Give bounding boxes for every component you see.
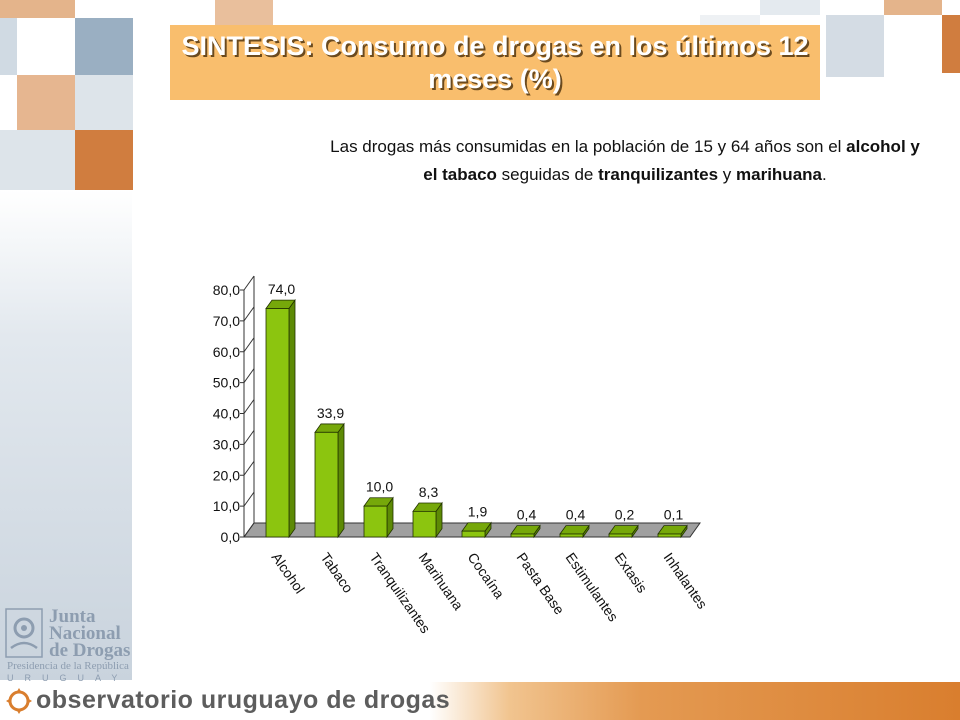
- bar: [559, 533, 584, 538]
- logo-line: de Drogas: [49, 640, 131, 661]
- title-banner: SINTESIS: Consumo de drogas en los últim…: [170, 25, 820, 100]
- y-tick-depth: [243, 522, 255, 538]
- bar: [314, 431, 339, 538]
- bar-value-label: 10,0: [366, 479, 393, 495]
- y-tick-label: 70,0: [213, 313, 240, 329]
- x-category-label: Pasta Base: [514, 550, 568, 618]
- decor-square: [884, 0, 942, 15]
- junta-logo: Junta Nacional de Drogas Presidencia de …: [5, 606, 145, 683]
- y-tick-depth: [243, 399, 255, 414]
- bar-value-label: 0,1: [664, 507, 684, 523]
- y-tick-label: 60,0: [213, 344, 240, 360]
- y-tick-depth: [243, 460, 255, 476]
- intro-text: .: [822, 165, 827, 184]
- logo-line: Nacional: [49, 623, 121, 644]
- bar: [265, 308, 290, 538]
- decor-square: [0, 18, 17, 75]
- decor-square: [75, 0, 133, 18]
- decor-square: [0, 130, 75, 190]
- bar-value-label: 0,4: [566, 507, 586, 523]
- bar: [461, 530, 486, 538]
- emblem-icon: [5, 608, 43, 658]
- x-category-label: Alcohol: [269, 550, 308, 597]
- bar-value-label: 74,0: [268, 281, 295, 297]
- y-tick-label: 20,0: [213, 467, 240, 483]
- bar-value-label: 1,9: [468, 504, 488, 520]
- page-title: SINTESIS: Consumo de drogas en los últim…: [181, 30, 809, 94]
- y-tick-label: 50,0: [213, 375, 240, 391]
- decor-square: [75, 130, 133, 190]
- intro-text: Las drogas más consumidas en la població…: [330, 137, 847, 156]
- intro-emphasis: marihuana: [736, 165, 822, 184]
- decor-square: [942, 15, 960, 73]
- bar-value-label: 33,9: [317, 405, 344, 421]
- intro-text: seguidas de: [496, 165, 599, 184]
- decor-square: [215, 0, 273, 25]
- decor-square: [17, 75, 75, 130]
- bar-side: [337, 422, 345, 539]
- y-tick-label: 0,0: [221, 529, 241, 545]
- footer-brand: observatorio uruguayo de drogas: [36, 686, 451, 714]
- footer-accent: [430, 682, 960, 720]
- logo-subtitle: Presidencia de la República: [7, 660, 129, 672]
- intro-text: y: [718, 165, 737, 184]
- x-category-label: Inhalantes: [661, 550, 711, 612]
- y-tick-depth: [243, 337, 255, 353]
- bar-value-label: 0,2: [615, 507, 635, 523]
- decor-square: [0, 0, 75, 18]
- y-tick-label: 10,0: [213, 498, 240, 514]
- x-category-label: Cocaína: [465, 550, 508, 602]
- bar: [657, 533, 682, 538]
- bar: [608, 533, 633, 538]
- y-tick-depth: [243, 275, 255, 291]
- y-tick-depth: [243, 430, 255, 445]
- x-category-label: Extasis: [612, 550, 651, 596]
- x-category-label: Estimulantes: [563, 550, 622, 625]
- logo-line: Junta: [49, 606, 96, 627]
- intro-emphasis: tranquilizantes: [598, 165, 719, 184]
- x-category-label: Tabaco: [318, 550, 357, 596]
- y-tick-depth: [243, 306, 255, 322]
- intro-emphasis: alcohol y el tabaco: [423, 137, 920, 184]
- intro-paragraph: Las drogas más consumidas en la població…: [325, 133, 925, 189]
- y-tick-label: 40,0: [213, 406, 240, 422]
- y-tick-label: 30,0: [213, 436, 240, 452]
- bar-value-label: 8,3: [419, 484, 439, 500]
- logo-name: Junta Nacional de Drogas: [49, 606, 131, 661]
- sidebar-gradient: [0, 190, 132, 680]
- decor-square: [75, 18, 133, 75]
- bar-value-label: 0,4: [517, 507, 537, 523]
- bar: [510, 533, 535, 538]
- decor-square: [826, 15, 884, 77]
- observatory-icon: [6, 688, 32, 714]
- y-tick-depth: [243, 368, 255, 383]
- decor-square: [75, 75, 133, 130]
- bar: [412, 510, 437, 538]
- logo-country: URUGUAY: [7, 673, 129, 683]
- x-category-label: Marihuana: [416, 550, 467, 614]
- decor-square: [760, 0, 820, 15]
- y-tick-label: 80,0: [213, 282, 240, 298]
- bar: [363, 505, 388, 538]
- y-tick-depth: [243, 491, 255, 507]
- bar-side: [288, 298, 296, 539]
